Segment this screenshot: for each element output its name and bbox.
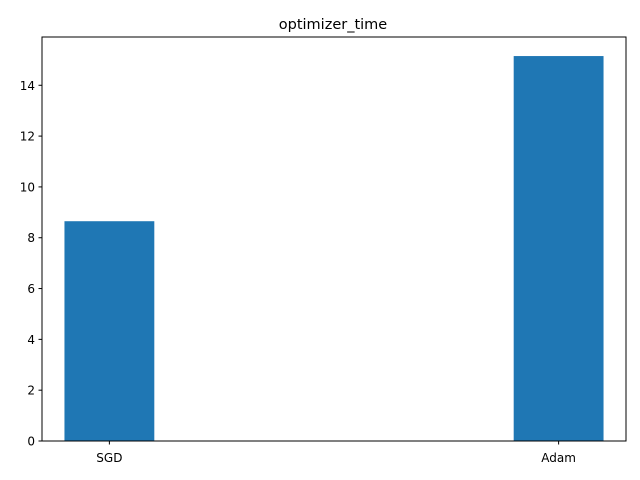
y-tick-label: 10: [20, 180, 35, 194]
bar-sgd: [64, 221, 155, 441]
bars-layer: [64, 56, 604, 441]
y-tick-label: 14: [20, 79, 35, 93]
y-axis: 0 2 4 6 8 10 12 14: [20, 79, 42, 449]
y-tick-label: 6: [27, 282, 35, 296]
bar-adam: [513, 56, 604, 441]
x-tick-label-sgd: SGD: [96, 451, 122, 465]
y-tick-label: 2: [27, 384, 35, 398]
y-tick-label: 8: [27, 231, 35, 245]
y-tick-label: 0: [27, 435, 35, 449]
x-tick-label-adam: Adam: [541, 451, 576, 465]
x-axis: SGD Adam: [96, 441, 576, 465]
y-tick-label: 4: [27, 333, 35, 347]
chart-title: optimizer_time: [279, 17, 388, 33]
y-tick-label: 12: [20, 130, 35, 144]
plot-frame: [41, 36, 627, 442]
